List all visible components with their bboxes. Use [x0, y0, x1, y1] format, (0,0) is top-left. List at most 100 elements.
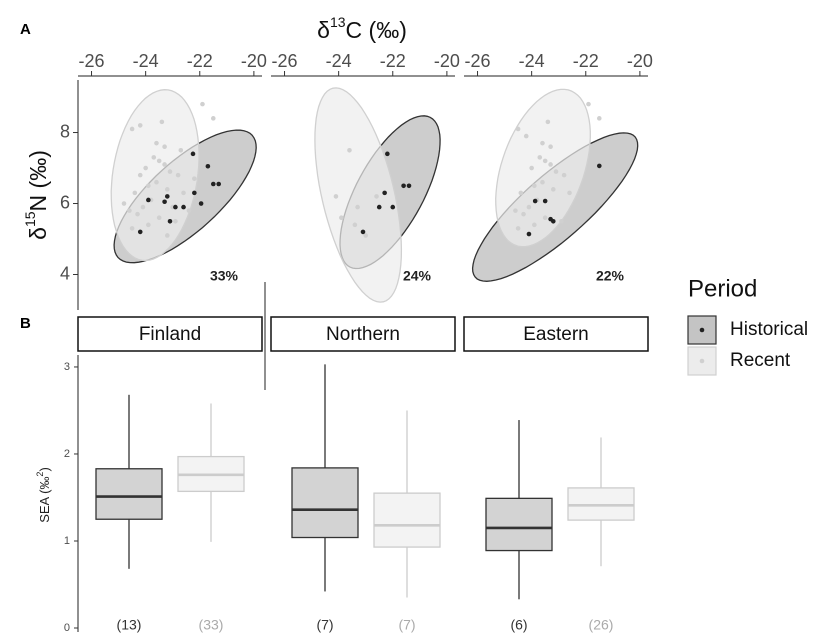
point [548, 162, 553, 167]
point [542, 215, 548, 221]
point [186, 208, 192, 213]
point [526, 231, 532, 237]
point [333, 194, 339, 199]
point [146, 222, 151, 228]
y-tick-label: 4 [60, 263, 70, 283]
panel-label: B [20, 315, 31, 332]
point [159, 119, 165, 125]
box [291, 467, 359, 539]
x-axis-title-part: δ [317, 17, 330, 43]
point [173, 218, 178, 224]
point [339, 215, 344, 221]
y-axis-title-sup: 15 [22, 211, 38, 227]
point [567, 190, 572, 196]
box [373, 492, 441, 548]
x-tick-label: -20 [627, 51, 653, 71]
x-tick-label: -22 [380, 51, 406, 71]
point [523, 133, 529, 139]
point [143, 165, 148, 171]
point [548, 144, 553, 150]
legend-label: Historical [730, 319, 808, 340]
y-tick-label: 8 [60, 121, 70, 141]
point [192, 176, 197, 181]
point [154, 140, 159, 146]
point [596, 116, 602, 121]
point [542, 158, 548, 164]
y-tick-label: 6 [60, 192, 70, 212]
facet-strip [77, 316, 263, 352]
point [190, 151, 196, 157]
point [137, 123, 143, 128]
overlap-label: 22% [596, 268, 625, 284]
point [537, 155, 543, 160]
point [596, 163, 602, 169]
x-tick-label: -22 [187, 51, 213, 71]
overlap-label: 33% [210, 268, 239, 284]
point [347, 147, 352, 153]
point [162, 144, 167, 150]
x-axis-title-sup: 13 [330, 14, 346, 30]
point [151, 155, 157, 160]
point [540, 140, 545, 146]
facet-strip [463, 316, 649, 352]
x-tick-label: -26 [465, 51, 491, 71]
y-tick-label: 3 [64, 361, 70, 373]
y-axis-title-sup: 2 [35, 472, 45, 477]
point [181, 190, 186, 196]
point [162, 199, 167, 205]
point [121, 201, 127, 206]
point [132, 190, 138, 196]
point [518, 190, 524, 196]
point [129, 226, 135, 231]
point [156, 215, 162, 221]
facet-label: Northern [326, 324, 400, 345]
ellipse [110, 89, 200, 262]
y-tick-label: 2 [64, 448, 70, 460]
point [360, 229, 366, 235]
point [376, 204, 382, 210]
point [192, 190, 197, 196]
point [146, 183, 151, 189]
point [210, 181, 216, 187]
count-label: (13) [117, 617, 142, 633]
point [164, 194, 170, 199]
facet-label: Finland [139, 324, 201, 345]
point [401, 183, 406, 189]
facet-label: Eastern [523, 324, 588, 345]
facet-strip [270, 316, 456, 352]
point [532, 198, 538, 204]
point [363, 233, 369, 238]
point [173, 204, 178, 210]
x-tick-label: -20 [434, 51, 460, 71]
legend-label: Recent [730, 350, 791, 371]
point [526, 204, 532, 210]
point [385, 151, 390, 157]
point [181, 204, 186, 210]
x-tick-label: -22 [573, 51, 599, 71]
count-label: (7) [316, 617, 333, 633]
count-label: (7) [398, 617, 415, 633]
point [553, 169, 559, 174]
point [162, 162, 167, 167]
point [586, 101, 591, 107]
legend-dot [699, 327, 705, 333]
x-axis-title-part: C (‰) [346, 17, 407, 43]
point [559, 218, 564, 224]
x-tick-label: -20 [241, 51, 267, 71]
point [198, 201, 204, 206]
count-label: (33) [199, 617, 224, 633]
x-tick-label: -26 [79, 51, 105, 71]
count-label: (26) [589, 617, 614, 633]
point [129, 126, 135, 132]
point [550, 218, 556, 224]
point [164, 187, 170, 192]
point [374, 194, 379, 199]
point [127, 208, 132, 213]
count-label: (6) [510, 617, 527, 633]
point [178, 147, 184, 153]
point [390, 204, 396, 210]
point [355, 204, 360, 210]
point [146, 197, 151, 203]
point [167, 218, 173, 224]
